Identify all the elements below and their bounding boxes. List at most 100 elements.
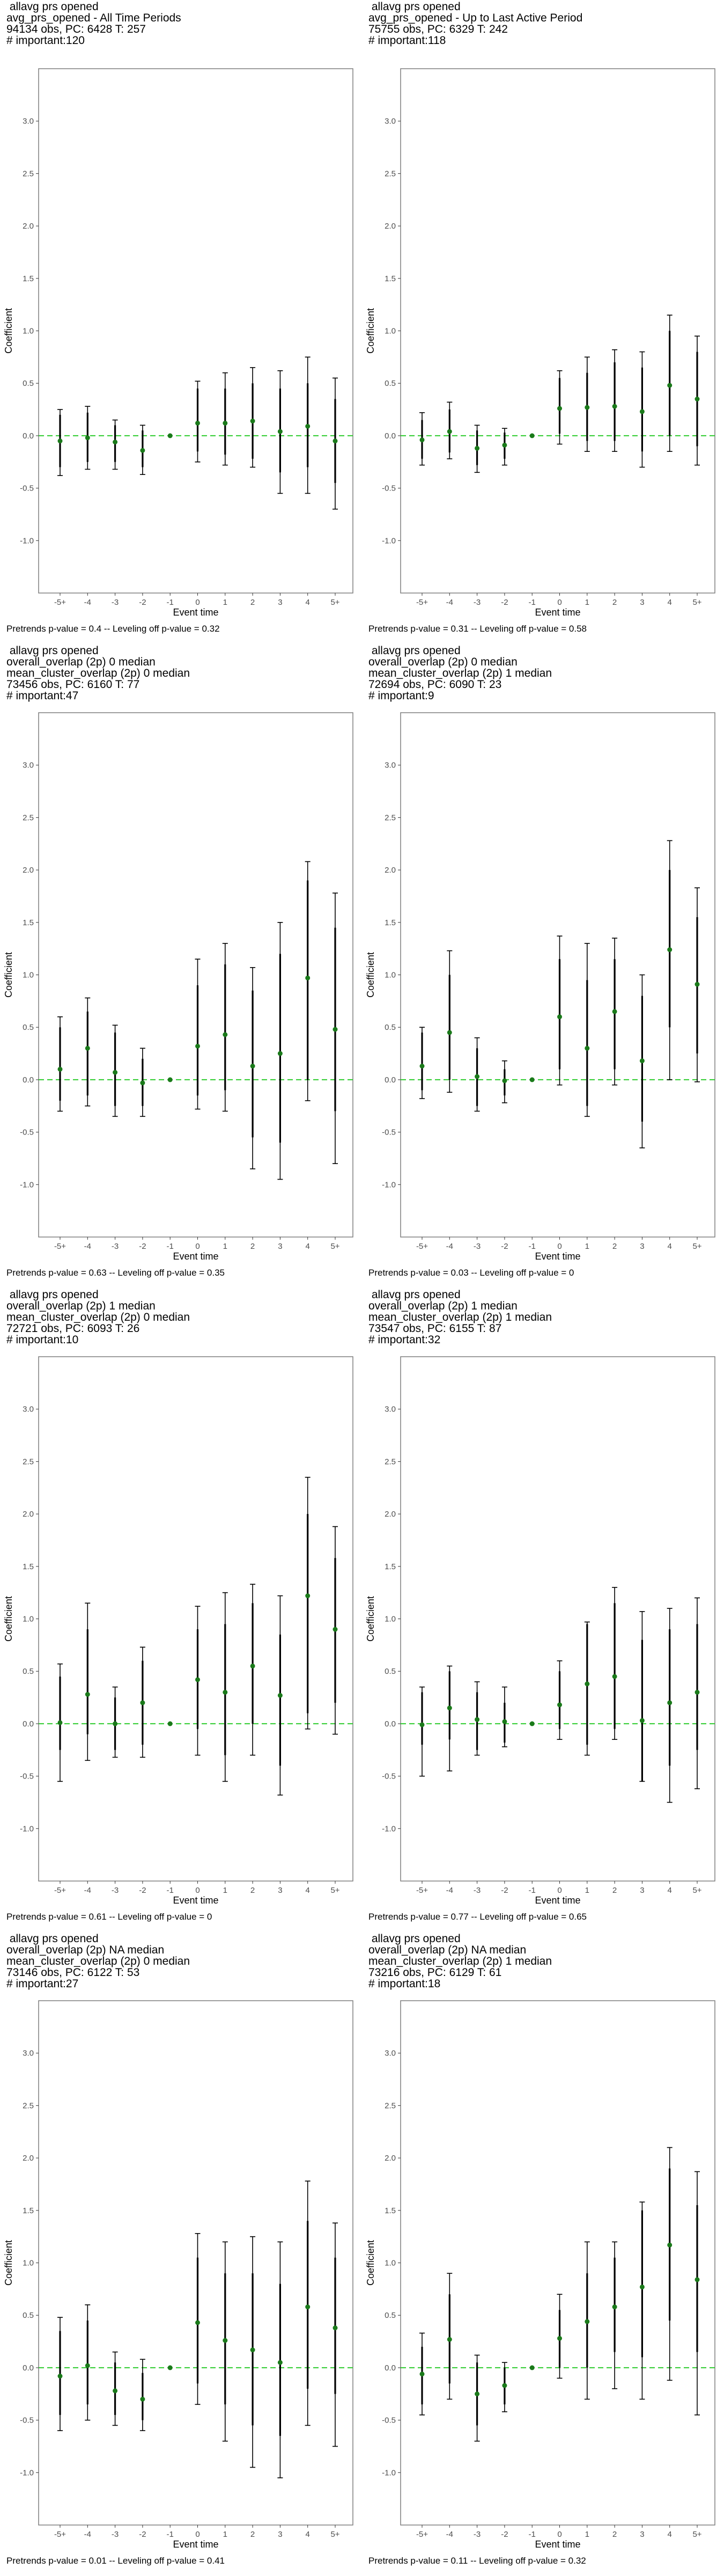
chart-title: allavg prs opened overall_overlap (2p) 0 … bbox=[368, 645, 552, 701]
x-tick-label: -3 bbox=[112, 598, 119, 607]
estimate-point bbox=[195, 2320, 200, 2325]
x-tick-label: -1 bbox=[167, 1886, 174, 1895]
x-tick-label: 4 bbox=[668, 1886, 672, 1895]
estimate-point bbox=[85, 2363, 90, 2368]
y-tick-label: 0.5 bbox=[23, 2311, 34, 2320]
estimate-point bbox=[140, 448, 145, 453]
estimate-point bbox=[223, 1689, 228, 1695]
chart-title-line: allavg prs opened bbox=[368, 645, 461, 657]
event-study-chart-8: allavg prs opened overall_overlap (2p) NA… bbox=[362, 1932, 724, 2576]
chart-title: allavg prs opened overall_overlap (2p) 0 … bbox=[6, 645, 190, 701]
x-tick-label: 5+ bbox=[330, 1886, 339, 1895]
chart-title-line: mean_cluster_overlap (2p) 1 median bbox=[368, 667, 552, 679]
x-tick-label: -3 bbox=[474, 598, 481, 607]
x-axis-label: Event time bbox=[173, 1251, 218, 1262]
estimate-point bbox=[557, 1014, 562, 1020]
estimate-point bbox=[529, 433, 535, 438]
x-tick-label: 0 bbox=[557, 598, 562, 607]
estimate-point bbox=[57, 438, 63, 444]
x-tick-label: -1 bbox=[167, 1242, 174, 1251]
chart-title-line: mean_cluster_overlap (2p) 0 median bbox=[6, 667, 190, 679]
plot-frame bbox=[38, 68, 353, 594]
x-tick-label: 2 bbox=[612, 1242, 617, 1251]
chart-title-line: avg_prs_opened - Up to Last Active Perio… bbox=[368, 12, 583, 24]
estimate-point bbox=[223, 420, 228, 426]
estimate-point bbox=[250, 1063, 255, 1069]
y-tick-label: 2.0 bbox=[23, 866, 34, 875]
y-tick-label: 1.0 bbox=[385, 1615, 396, 1624]
estimate-point bbox=[695, 1689, 700, 1695]
y-tick-label: 0.5 bbox=[385, 1023, 396, 1032]
y-tick-label: 2.5 bbox=[23, 2101, 34, 2110]
y-tick-label: 0.0 bbox=[23, 1719, 34, 1729]
x-axis-label: Event time bbox=[535, 1251, 580, 1262]
estimate-point bbox=[502, 2383, 507, 2388]
estimate-point bbox=[667, 1700, 673, 1706]
chart-title-line: # important:32 bbox=[368, 1334, 441, 1346]
y-axis-label: Coefficient bbox=[3, 1596, 14, 1642]
y-tick-label: 1.0 bbox=[385, 2259, 396, 2268]
chart-title: allavg prs opened overall_overlap (2p) 1 … bbox=[368, 1289, 552, 1345]
chart-plot-svg: -1.0 -0.5 0.0 0.5 1.0 1.5 2.0 2.5 3.0 -5+ -4 -3 -2 -1… bbox=[3, 2000, 353, 2550]
estimate-point bbox=[167, 2365, 173, 2370]
event-study-chart-3: allavg prs opened overall_overlap (2p) 0 … bbox=[0, 644, 362, 1288]
estimate-point bbox=[667, 383, 673, 388]
estimate-point bbox=[475, 1717, 480, 1722]
chart-title: allavg prs opened overall_overlap (2p) NA… bbox=[6, 1933, 190, 1989]
x-axis-label: Event time bbox=[173, 1895, 218, 1906]
pvalue-caption: Pretrends p-value = 0.01 -- Leveling off… bbox=[6, 2556, 225, 2566]
estimate-point bbox=[333, 2325, 338, 2331]
y-tick-label: 0.5 bbox=[23, 379, 34, 388]
y-axis-label: Coefficient bbox=[3, 2240, 14, 2286]
x-tick-label: 4 bbox=[668, 2530, 672, 2539]
y-axis-label: Coefficient bbox=[3, 952, 14, 998]
y-tick-label: 2.0 bbox=[23, 2154, 34, 2163]
y-tick-label: -0.5 bbox=[20, 484, 34, 493]
y-tick-label: 0.5 bbox=[23, 1023, 34, 1032]
estimate-point bbox=[502, 1719, 507, 1724]
x-tick-label: 1 bbox=[585, 1886, 589, 1895]
estimate-point bbox=[85, 1692, 90, 1697]
event-study-chart-6: allavg prs opened overall_overlap (2p) 1 … bbox=[362, 1288, 724, 1932]
x-tick-label: -2 bbox=[139, 1242, 146, 1251]
estimate-point bbox=[277, 1693, 283, 1698]
x-tick-label: -1 bbox=[167, 598, 174, 607]
estimate-point bbox=[447, 429, 452, 434]
estimate-point bbox=[447, 1030, 452, 1035]
estimate-point bbox=[305, 1593, 311, 1599]
estimate-point bbox=[502, 1078, 507, 1084]
estimate-point bbox=[333, 438, 338, 444]
estimate-point bbox=[557, 1702, 562, 1708]
x-tick-label: -1 bbox=[529, 1242, 536, 1251]
chart-title-line: mean_cluster_overlap (2p) 1 median bbox=[368, 1311, 552, 1323]
chart-title-line: allavg prs opened bbox=[6, 645, 99, 657]
y-axis-label: Coefficient bbox=[365, 308, 376, 354]
y-tick-label: 1.5 bbox=[385, 918, 396, 927]
chart-title-line: mean_cluster_overlap (2p) 0 median bbox=[6, 1311, 190, 1323]
y-axis-label: Coefficient bbox=[365, 1596, 376, 1642]
x-tick-label: 2 bbox=[250, 598, 255, 607]
x-tick-label: -4 bbox=[446, 598, 453, 607]
chart-title: allavg prs opened overall_overlap (2p) NA… bbox=[368, 1933, 552, 1989]
y-tick-label: 2.5 bbox=[385, 1457, 396, 1466]
chart-plot-svg: -1.0 -0.5 0.0 0.5 1.0 1.5 2.0 2.5 3.0 -5+ -4 -3 -2 -1… bbox=[365, 68, 715, 618]
x-tick-label: -1 bbox=[167, 2530, 174, 2539]
estimate-point bbox=[502, 442, 507, 448]
y-tick-label: 1.5 bbox=[385, 1562, 396, 1571]
y-tick-label: 3.0 bbox=[23, 2049, 34, 2058]
chart-title-line: overall_overlap (2p) NA median bbox=[6, 1944, 165, 1956]
x-tick-label: -1 bbox=[529, 2530, 536, 2539]
chart-title-line: allavg prs opened bbox=[368, 1289, 461, 1301]
x-tick-label: 3 bbox=[278, 598, 282, 607]
estimate-point bbox=[167, 1077, 173, 1082]
estimate-point bbox=[585, 1045, 590, 1051]
estimate-point bbox=[529, 2365, 535, 2370]
chart-title-line: # important:47 bbox=[6, 690, 79, 702]
x-tick-label: -5+ bbox=[54, 1886, 66, 1895]
x-axis-label: Event time bbox=[535, 607, 580, 618]
chart-title-line: avg_prs_opened - All Time Periods bbox=[6, 12, 181, 24]
estimate-point bbox=[85, 1045, 90, 1051]
estimate-point bbox=[305, 2304, 311, 2310]
estimate-point bbox=[585, 1681, 590, 1687]
y-tick-label: -0.5 bbox=[20, 2416, 34, 2425]
